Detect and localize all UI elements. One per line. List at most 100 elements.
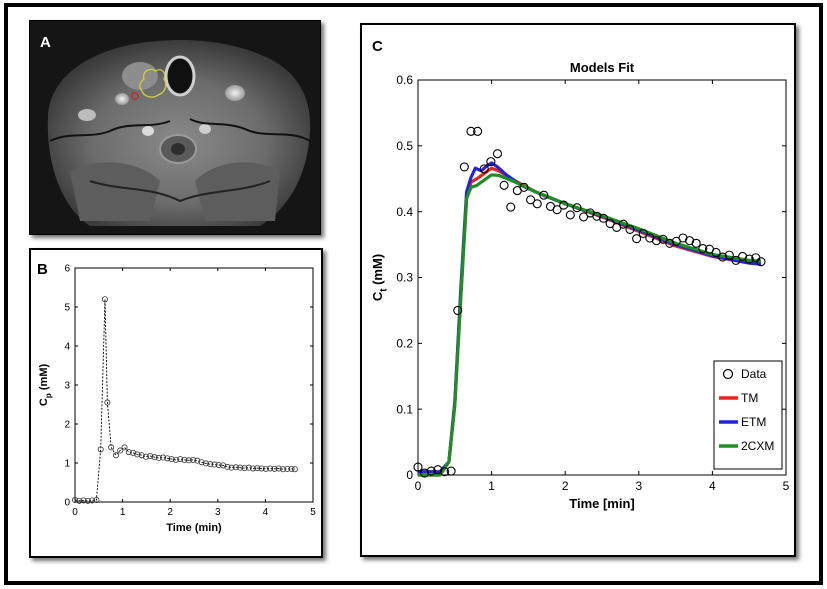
data-point	[93, 497, 100, 504]
data-point	[466, 126, 476, 136]
data-point	[211, 461, 218, 468]
data-point	[651, 236, 662, 246]
y-tick-label: 6	[64, 264, 70, 275]
legend-label-tm: TM	[741, 391, 758, 405]
data-point	[160, 454, 167, 461]
data-point	[413, 462, 423, 472]
y-axis-label: Cp (mM)	[38, 364, 53, 407]
data-point	[164, 455, 171, 462]
data-point	[479, 164, 489, 174]
data-point	[207, 461, 214, 468]
data-point	[665, 238, 675, 248]
data-point	[565, 210, 575, 220]
data-point	[108, 444, 115, 451]
roi-tumor-outline	[139, 68, 167, 98]
data-point	[506, 202, 516, 212]
x-tick-label: 0	[72, 507, 78, 518]
data-point	[598, 213, 609, 223]
legend-label-data: Data	[741, 367, 767, 381]
data-point	[433, 465, 443, 475]
chart-b: B 0 1 2 3 4 5 0 1 2 3 4 5 6 Time (min) Cp (mM)	[37, 261, 316, 534]
y-tick-label: 0.2	[396, 337, 413, 351]
y-tick-label: 0.5	[396, 139, 413, 153]
data-point	[121, 444, 128, 451]
x-tick-label: 3	[635, 479, 642, 493]
data-point	[459, 162, 469, 172]
data-point	[232, 464, 239, 471]
data-point	[130, 449, 137, 456]
data-point	[284, 465, 291, 472]
data-point	[142, 453, 149, 460]
y-tick-label: 1	[64, 459, 70, 470]
data-point	[254, 465, 261, 472]
data-point	[258, 465, 265, 472]
data-point	[499, 180, 509, 190]
data-point	[262, 465, 269, 472]
y-axis-label-symbol: C	[370, 291, 385, 301]
data-point	[168, 456, 175, 463]
data-point	[190, 456, 197, 463]
data-point	[539, 190, 549, 200]
data-point	[237, 464, 244, 471]
y-tick-label: 5	[64, 303, 70, 314]
y-axis-label-unit: (mM)	[38, 364, 50, 394]
data-point	[492, 149, 503, 159]
y-tick-label: 0.6	[396, 73, 413, 87]
data-point	[147, 452, 154, 459]
legend-marker-data	[722, 368, 734, 380]
data-point	[104, 399, 111, 406]
plasma-curve-line	[74, 299, 295, 502]
data-point	[426, 466, 436, 476]
data-point	[592, 211, 602, 221]
y-axis-label-symbol: C	[38, 398, 50, 406]
x-tick-label: 3	[215, 507, 221, 518]
legend-box	[713, 360, 783, 470]
data-point	[559, 200, 569, 210]
x-tick-label: 4	[709, 479, 716, 493]
data-point	[198, 459, 205, 466]
data-point	[202, 460, 209, 467]
data-point	[89, 497, 96, 504]
data-point	[446, 466, 456, 476]
data-point	[280, 466, 287, 473]
chart-c: C 0 1 2 3 4 5 0 0.1 0.2 0.3 0.4 0.5 0.6 Time [min] Ct …	[370, 38, 790, 511]
data-point	[519, 182, 529, 192]
data-point	[112, 452, 119, 459]
data-point	[185, 457, 192, 464]
y-tick-label: 0.4	[396, 205, 413, 219]
data-point	[473, 126, 483, 136]
data-point	[579, 212, 589, 222]
data-point	[220, 462, 227, 469]
y-axis-label: Ct (mM)	[370, 254, 390, 301]
data-point	[101, 296, 108, 303]
data-point	[618, 219, 628, 229]
mri-slice-graphic: A	[30, 21, 320, 234]
x-tick-label: 2	[562, 479, 569, 493]
data-point	[224, 463, 231, 470]
data-point	[625, 224, 635, 234]
data-point	[756, 257, 766, 267]
data-point	[526, 195, 536, 205]
data-point	[698, 243, 708, 254]
y-axis-label-subscript: p	[44, 393, 53, 398]
data-point	[151, 454, 158, 461]
y-tick-label: 0	[64, 498, 70, 509]
x-tick-label: 2	[167, 507, 173, 518]
x-tick-label: 1	[488, 479, 495, 493]
legend-label-etm: ETM	[741, 415, 766, 429]
data-point	[250, 465, 257, 472]
y-axis-label-subscript: t	[379, 288, 390, 292]
data-point	[80, 497, 87, 504]
data-point	[267, 465, 274, 472]
x-tick-label: 5	[783, 479, 790, 493]
data-point	[288, 465, 295, 472]
y-axis-label-unit: (mM)	[370, 254, 385, 289]
y-tick-label: 0.1	[396, 402, 413, 416]
x-tick-label: 4	[263, 507, 269, 518]
data-point	[228, 464, 235, 471]
data-point	[486, 157, 496, 167]
data-point	[76, 497, 83, 504]
x-axis-label: Time [min]	[569, 496, 635, 511]
y-tick-label: 2	[64, 420, 70, 431]
y-tick-label: 0	[406, 468, 413, 482]
